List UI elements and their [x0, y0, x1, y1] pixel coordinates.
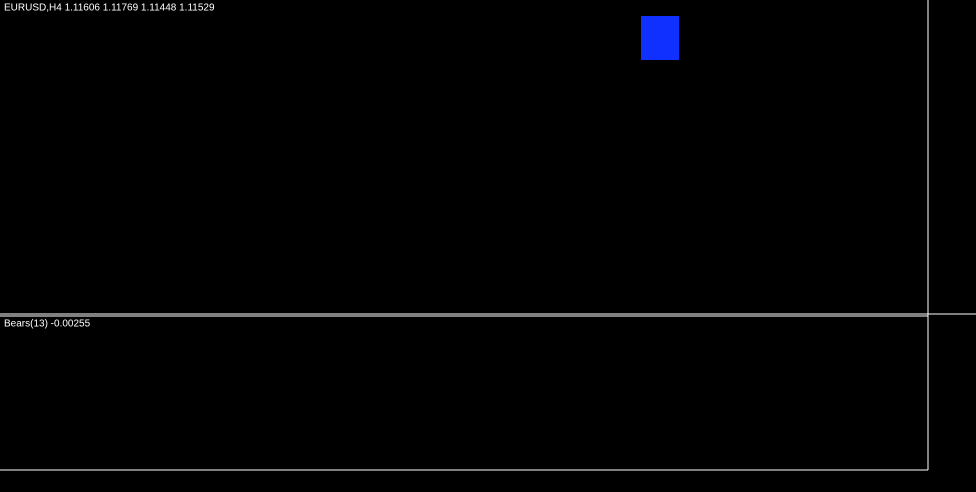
indicator-title: Bears(13) -0.00255: [4, 319, 91, 330]
chart-title: EURUSD,H4 1.11606 1.11769 1.11448 1.1152…: [4, 3, 215, 14]
highlight-box: [641, 16, 679, 60]
